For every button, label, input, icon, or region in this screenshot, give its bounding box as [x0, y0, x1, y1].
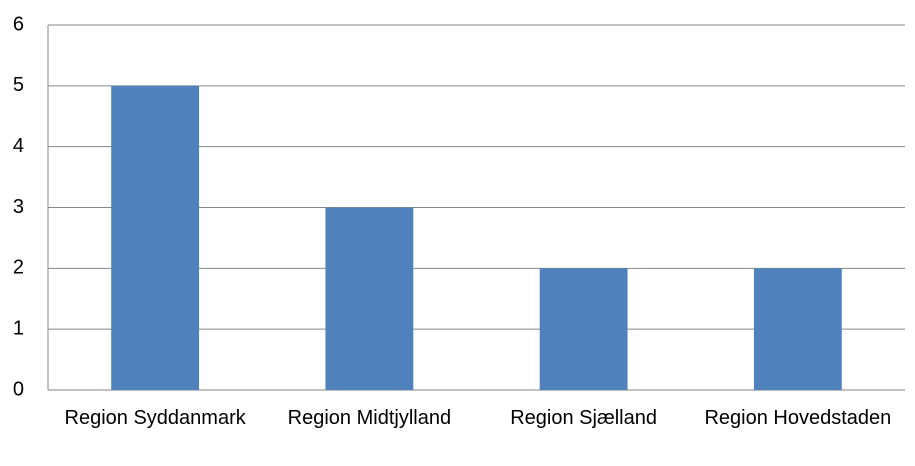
x-tick-label: Region Sjælland: [510, 407, 657, 429]
bar: [111, 85, 200, 390]
y-tick-label: 6: [13, 13, 24, 35]
y-tick-label: 3: [13, 196, 24, 218]
bar: [753, 268, 842, 390]
y-tick-label: 4: [13, 135, 24, 157]
y-tick-label: 5: [13, 74, 24, 96]
bar: [325, 207, 414, 390]
y-tick-label: 2: [13, 257, 24, 279]
x-tick-label: Region Syddanmark: [64, 407, 246, 429]
x-tick-label: Region Hovedstaden: [704, 407, 892, 429]
y-tick-label: 1: [13, 317, 24, 339]
bar: [539, 268, 628, 390]
x-tick-label: Region Midtjylland: [287, 407, 452, 429]
y-tick-label: 0: [13, 378, 24, 400]
